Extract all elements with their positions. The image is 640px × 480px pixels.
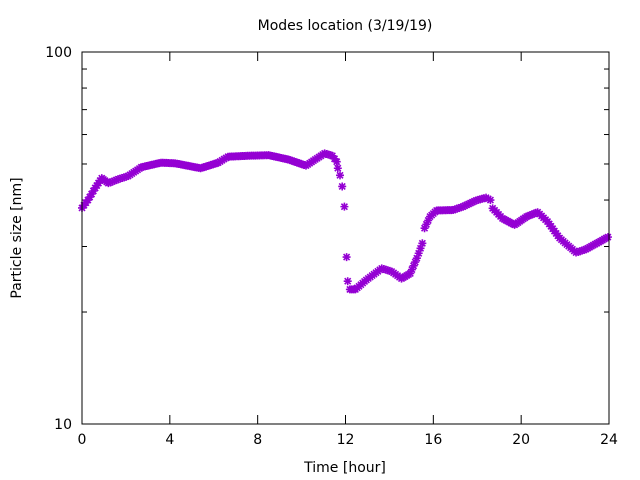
- data-point: [333, 164, 342, 173]
- y-tick-label: 100: [45, 45, 72, 61]
- data-points: [78, 149, 612, 294]
- data-point-interp: [411, 258, 420, 267]
- data-point: [336, 171, 345, 180]
- y-tick-label: 10: [54, 417, 72, 433]
- x-tick-label: 8: [253, 432, 262, 448]
- x-tick-label: 24: [600, 432, 618, 448]
- axes: 0 4 8 12 16 20 24 10 100: [45, 45, 618, 448]
- data-point-interp: [409, 261, 418, 270]
- x-tick-label: 4: [165, 432, 174, 448]
- x-tick-label: 20: [512, 432, 530, 448]
- plot-border: [81, 51, 610, 425]
- x-tick-label: 16: [424, 432, 442, 448]
- data-point: [83, 196, 92, 205]
- data-point: [603, 233, 612, 242]
- x-axis-label: Time [hour]: [303, 460, 386, 476]
- data-point: [420, 224, 429, 233]
- data-point: [486, 196, 495, 205]
- data-point: [343, 277, 352, 286]
- data-point: [338, 182, 347, 191]
- y-axis-label: Particle size [nm]: [9, 177, 25, 298]
- x-tick-label: 12: [337, 432, 355, 448]
- x-tick-label: 0: [78, 432, 87, 448]
- data-point-interp: [422, 220, 431, 229]
- chart-title: Modes location (3/19/19): [258, 18, 433, 34]
- data-point: [332, 157, 341, 166]
- data-point: [418, 239, 427, 248]
- data-point: [412, 254, 421, 263]
- data-point-interp: [87, 190, 96, 199]
- data-point-interp: [89, 186, 98, 195]
- data-point-interp: [416, 244, 425, 253]
- data-point-interp: [424, 216, 433, 225]
- data-point-interp: [414, 249, 423, 258]
- data-point: [342, 253, 351, 262]
- data-point: [406, 269, 415, 278]
- data-point-interp: [407, 265, 416, 274]
- data-point-interp: [85, 193, 94, 202]
- data-point: [340, 202, 349, 211]
